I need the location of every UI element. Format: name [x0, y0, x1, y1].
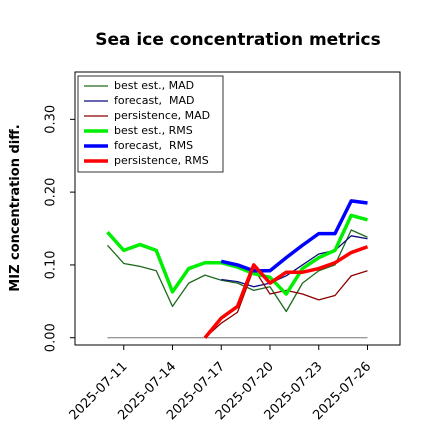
- legend-label: persistence, RMS: [114, 154, 209, 167]
- series-line: [106, 213, 368, 296]
- chart-title: Sea ice concentration metrics: [95, 30, 381, 50]
- y-tick-label: 0.00: [44, 323, 59, 352]
- y-tick-label: 0.10: [44, 250, 59, 279]
- legend-label: persistence, MAD: [114, 109, 210, 122]
- legend-label: best est., RMS: [114, 124, 193, 137]
- legend: best est., MAD forecast, MAD persistence, …: [77, 75, 224, 173]
- legend-box: [77, 75, 224, 173]
- y-tick-label: 0.30: [44, 105, 59, 134]
- series-line: [204, 267, 368, 339]
- y-axis-label: MIZ concentration diff.: [8, 124, 23, 291]
- y-tick-label: 0.20: [44, 178, 59, 207]
- plot-frame: [74, 71, 401, 346]
- legend-label: forecast, RMS: [114, 139, 193, 152]
- series-line: [107, 229, 368, 313]
- legend-label: forecast, MAD: [114, 94, 194, 107]
- series-line: [203, 245, 369, 339]
- legend-label: best est., MAD: [114, 79, 194, 92]
- series-line: [220, 199, 368, 273]
